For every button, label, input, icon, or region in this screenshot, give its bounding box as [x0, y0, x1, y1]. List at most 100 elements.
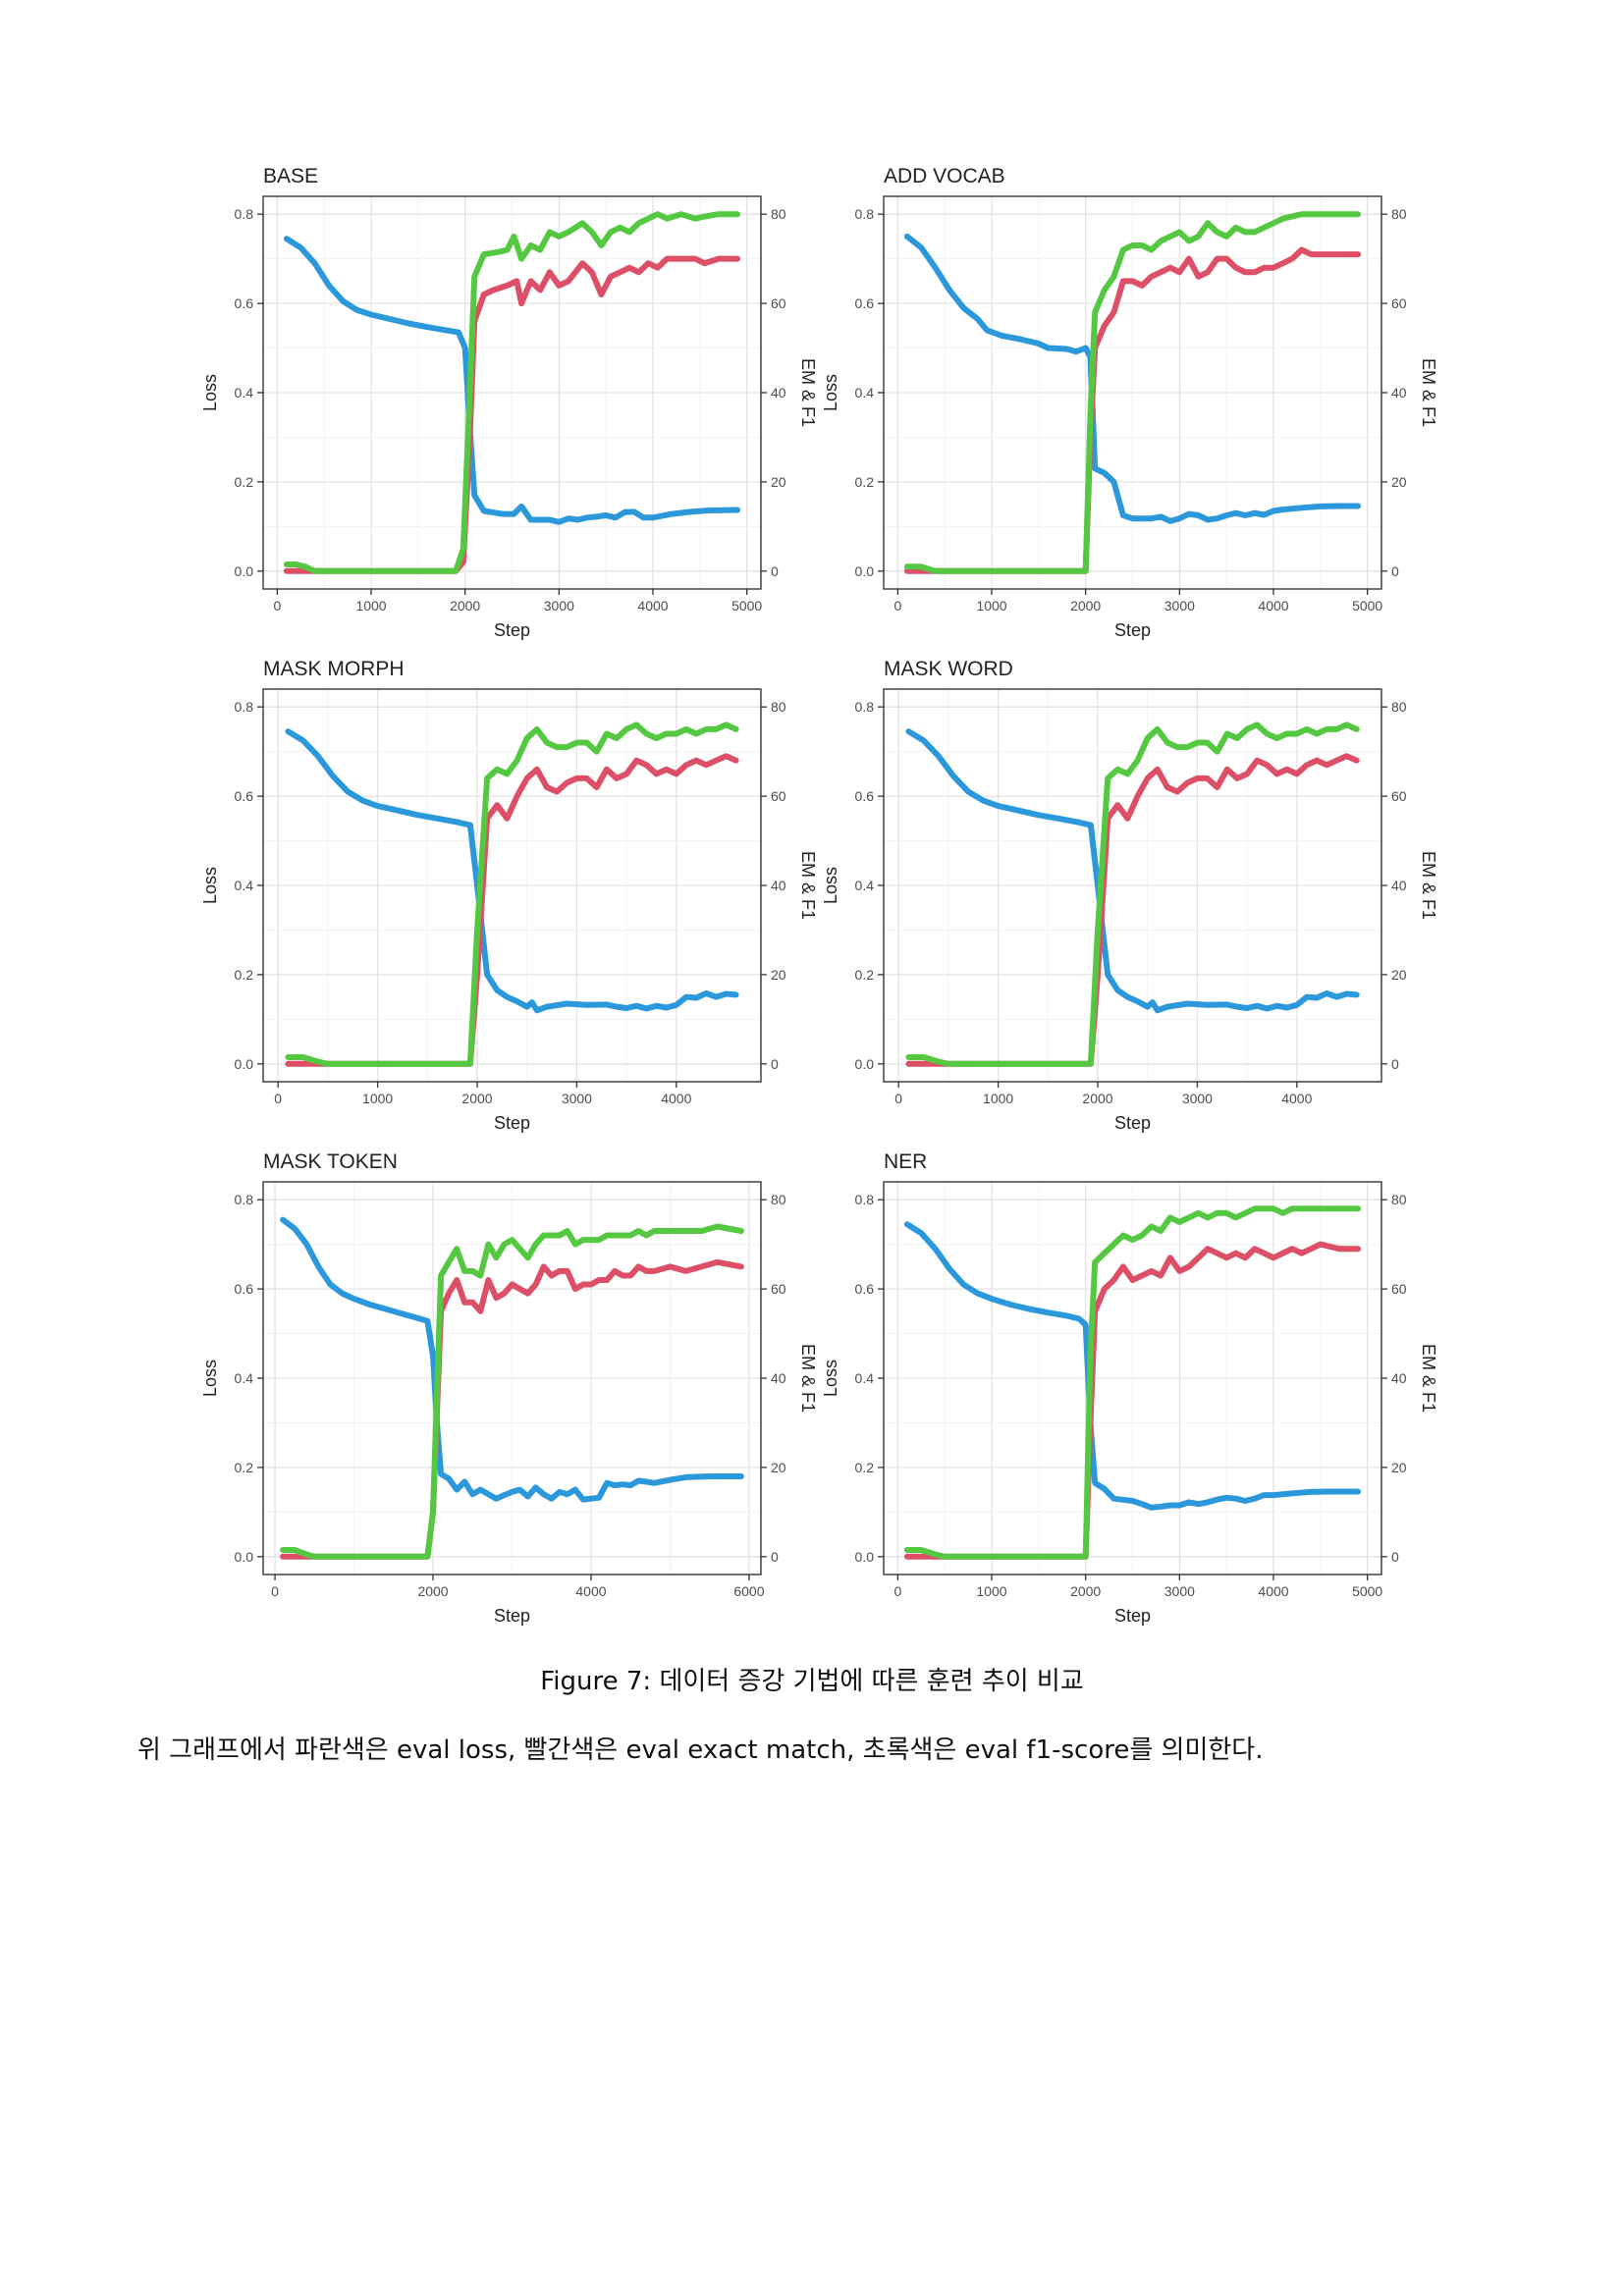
y-tick-label: 0.6	[855, 295, 875, 311]
y2-tick-label: 80	[1391, 206, 1407, 222]
series-line-loss	[283, 236, 741, 525]
y2-tick-label: 0	[771, 1056, 779, 1072]
chart-title: MASK WORD	[884, 658, 1013, 680]
x-tick-label: 3000	[1164, 1583, 1195, 1599]
series-line-f1	[905, 721, 1360, 1067]
chart-title: BASE	[263, 165, 318, 187]
y-tick-label: 0.4	[235, 878, 254, 893]
chart-title: MASK TOKEN	[263, 1150, 398, 1173]
x-tick-label: 2000	[1082, 1091, 1112, 1106]
y2-tick-label: 40	[771, 1370, 786, 1386]
y-tick-label: 0.4	[235, 385, 254, 400]
y2-axis-label: EM & F1	[1419, 1344, 1438, 1413]
y-tick-label: 0.4	[855, 385, 875, 400]
x-tick-label: 3000	[1182, 1091, 1213, 1106]
figure-caption: Figure 7: 데이터 증강 기법에 따른 훈련 추이 비교	[540, 1667, 1084, 1696]
chart-panel: NER 0 1000 2000 3000 4000 5000 0.0 0.2 0.4 0.6 0.8 0…	[821, 1150, 1438, 1626]
x-tick-label: 5000	[1352, 1583, 1382, 1599]
x-tick-label: 4000	[1258, 598, 1288, 614]
x-tick-label: 0	[894, 1091, 902, 1106]
x-axis-label: Step	[494, 1606, 530, 1626]
x-tick-label: 0	[893, 598, 901, 614]
y-axis-label: Loss	[821, 867, 840, 904]
y2-axis-label: EM & F1	[798, 1344, 818, 1413]
series-line-em	[905, 753, 1360, 1067]
y-axis-label: Loss	[200, 374, 220, 411]
x-tick-label: 3000	[1164, 598, 1195, 614]
x-tick-label: 1000	[976, 1583, 1006, 1599]
series-line-loss	[905, 728, 1360, 1014]
y2-axis-label: EM & F1	[798, 851, 818, 920]
chart-title: ADD VOCAB	[884, 165, 1005, 187]
x-tick-label: 6000	[733, 1583, 764, 1599]
x-tick-label: 2000	[450, 598, 480, 614]
x-tick-label: 2000	[417, 1583, 448, 1599]
x-tick-label: 2000	[461, 1091, 492, 1106]
y2-axis-label: EM & F1	[1419, 851, 1438, 920]
y2-tick-label: 80	[1391, 1192, 1407, 1207]
y-axis-label: Loss	[821, 1360, 840, 1397]
y2-tick-label: 0	[771, 1549, 779, 1565]
x-tick-label: 5000	[1352, 598, 1382, 614]
x-tick-label: 2000	[1070, 598, 1101, 614]
y-tick-label: 0.4	[855, 1370, 875, 1386]
y-tick-label: 0.6	[235, 788, 254, 804]
y2-tick-label: 60	[771, 1281, 786, 1297]
y-tick-label: 0.8	[855, 206, 875, 222]
y2-tick-label: 20	[1391, 1460, 1407, 1475]
series-line-loss	[280, 1216, 744, 1503]
chart-panel: BASE 0 1000 2000 3000 4000 5000 0.0 0.2 0.4 0.6 0.8…	[200, 165, 818, 640]
series-line-f1	[285, 721, 739, 1067]
series-line-f1	[903, 1205, 1362, 1560]
chart-title: NER	[884, 1150, 927, 1173]
y2-tick-label: 0	[1391, 1549, 1399, 1565]
x-tick-label: 4000	[661, 1091, 691, 1106]
y2-tick-label: 40	[1391, 878, 1407, 893]
series-line-loss	[285, 728, 739, 1014]
series-line-loss	[903, 1221, 1362, 1511]
y-tick-label: 0.8	[855, 1192, 875, 1207]
y2-tick-label: 20	[771, 1460, 786, 1475]
chart-panel: ADD VOCAB 0 1000 2000 3000 4000 5000 0.0 0.2 0.4 0…	[821, 165, 1438, 640]
y2-tick-label: 20	[1391, 474, 1407, 490]
y-tick-label: 0.2	[235, 967, 254, 983]
y2-tick-label: 0	[771, 563, 779, 579]
x-tick-label: 1000	[362, 1091, 393, 1106]
y2-tick-label: 20	[1391, 967, 1407, 983]
y2-tick-label: 40	[1391, 1370, 1407, 1386]
x-tick-label: 4000	[575, 1583, 606, 1599]
x-axis-label: Step	[494, 620, 530, 640]
y-tick-label: 0.0	[235, 563, 254, 579]
x-axis-label: Step	[494, 1113, 530, 1133]
y-axis-label: Loss	[200, 867, 220, 904]
y-axis-label: Loss	[821, 374, 840, 411]
y2-tick-label: 40	[1391, 385, 1407, 400]
y-tick-label: 0.2	[235, 1460, 254, 1475]
y2-tick-label: 40	[771, 385, 786, 400]
series-line-em	[280, 1258, 744, 1560]
series-line-f1	[283, 211, 741, 574]
series-line-f1	[903, 211, 1362, 574]
x-tick-label: 0	[271, 1583, 279, 1599]
chart-panel: MASK TOKEN 0 2000 4000 6000 0.0 0.2 0.4 0.6 0.8 0 2…	[200, 1150, 818, 1626]
series-line-em	[285, 753, 739, 1067]
y-tick-label: 0.2	[235, 474, 254, 490]
y-tick-label: 0.2	[855, 474, 875, 490]
chart-panel: MASK MORPH 0 1000 2000 3000 4000 0.0 0.2 0.4 0.6 0…	[200, 658, 818, 1133]
y2-tick-label: 60	[771, 295, 786, 311]
y-tick-label: 0.0	[855, 563, 875, 579]
y2-tick-label: 20	[771, 474, 786, 490]
y-tick-label: 0.2	[855, 1460, 875, 1475]
x-tick-label: 4000	[637, 598, 668, 614]
series-line-loss	[903, 233, 1362, 524]
y2-tick-label: 80	[771, 206, 786, 222]
y-tick-label: 0.0	[235, 1549, 254, 1565]
y-axis-label: Loss	[200, 1360, 220, 1397]
series-line-f1	[280, 1223, 744, 1560]
x-tick-label: 1000	[976, 598, 1006, 614]
x-tick-label: 3000	[544, 598, 574, 614]
y-tick-label: 0.6	[855, 1281, 875, 1297]
y2-tick-label: 40	[771, 878, 786, 893]
y-tick-label: 0.6	[235, 1281, 254, 1297]
chart-panel: MASK WORD 0 1000 2000 3000 4000 0.0 0.2 0.4 0.6 0.…	[821, 658, 1438, 1133]
